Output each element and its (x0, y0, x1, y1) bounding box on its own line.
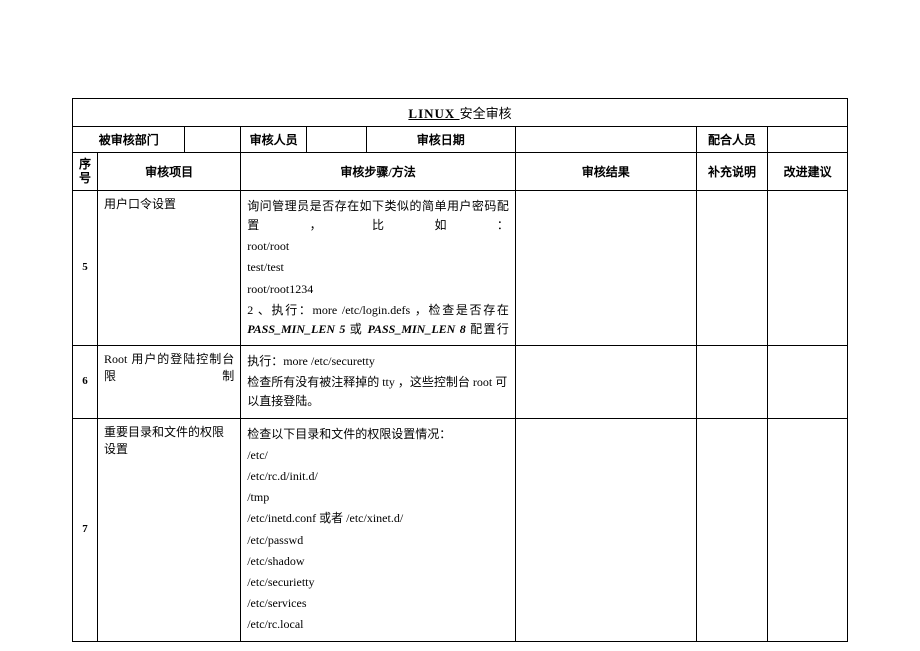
col-method: 审核步骤/方法 (241, 153, 516, 191)
pass-b: PASS_MIN_LEN 8 (368, 322, 466, 336)
m7-4: /etc/inetd.conf 或者 /etc/xinet.d/ (247, 509, 509, 528)
title-row: LINUX 安全审核 (73, 99, 848, 127)
item-7: 重要目录和文件的权限设置 (98, 418, 241, 641)
data-row-5: 5 用户口令设置 询问管理员是否存在如下类似的简单用户密码配置，比如： root… (73, 190, 848, 345)
meta-auditor-label: 审核人员 (241, 127, 307, 153)
meta-dept-value (185, 127, 241, 153)
result-6 (515, 346, 696, 419)
meta-dept-label: 被审核部门 (73, 127, 185, 153)
m7-7: /etc/securietty (247, 573, 509, 592)
result-7 (515, 418, 696, 641)
m7-9: /etc/rc.local (247, 615, 509, 634)
m7-6: /etc/shadow (247, 552, 509, 571)
data-row-7: 7 重要目录和文件的权限设置 检查以下目录和文件的权限设置情况： /etc/ /… (73, 418, 848, 641)
title-suffix: 安全审核 (460, 106, 512, 121)
pass-mid: 或 (345, 322, 367, 336)
meta-date-label: 审核日期 (366, 127, 515, 153)
pass-suf: 配置行 (466, 322, 509, 336)
m6-0: 执行：more /etc/securetty (247, 352, 509, 371)
item-6: Root 用户的登陆控制台限制 (98, 346, 241, 419)
col-notes: 补充说明 (696, 153, 768, 191)
advice-5 (768, 190, 848, 345)
title-cell: LINUX 安全审核 (73, 99, 848, 127)
meta-date-value (515, 127, 696, 153)
page: LINUX 安全审核 被审核部门 审核人员 审核日期 配合人员 序 号 审核项目… (0, 0, 920, 651)
seq-6: 6 (73, 346, 98, 419)
data-row-6: 6 Root 用户的登陆控制台限制 执行：more /etc/securetty… (73, 346, 848, 419)
item-5: 用户口令设置 (98, 190, 241, 345)
notes-6 (696, 346, 768, 419)
meta-coop-label: 配合人员 (696, 127, 768, 153)
notes-5 (696, 190, 768, 345)
m5-3: root/root1234 (247, 280, 509, 299)
method-5: 询问管理员是否存在如下类似的简单用户密码配置，比如： root/root tes… (241, 190, 516, 345)
column-header-row: 序 号 审核项目 审核步骤/方法 审核结果 补充说明 改进建议 (73, 153, 848, 191)
result-5 (515, 190, 696, 345)
meta-row: 被审核部门 审核人员 审核日期 配合人员 (73, 127, 848, 153)
col-seq: 序 号 (73, 153, 98, 191)
method-6: 执行：more /etc/securetty 检查所有没有被注释掉的 tty ，… (241, 346, 516, 419)
advice-6 (768, 346, 848, 419)
m5-0: 询问管理员是否存在如下类似的简单用户密码配置，比如： (247, 197, 509, 235)
m7-3: /tmp (247, 488, 509, 507)
notes-7 (696, 418, 768, 641)
pass-pre: 2 、执行：more /etc/login.defs ，检查是否存在 (247, 303, 509, 317)
advice-7 (768, 418, 848, 641)
seq-5: 5 (73, 190, 98, 345)
col-item: 审核项目 (98, 153, 241, 191)
pass-a: PASS_MIN_LEN 5 (247, 322, 345, 336)
m7-5: /etc/passwd (247, 531, 509, 550)
title-underlined: LINUX (408, 106, 459, 121)
col-result: 审核结果 (515, 153, 696, 191)
m7-2: /etc/rc.d/init.d/ (247, 467, 509, 486)
m5-1: root/root (247, 237, 509, 256)
m7-1: /etc/ (247, 446, 509, 465)
audit-table: LINUX 安全审核 被审核部门 审核人员 审核日期 配合人员 序 号 审核项目… (72, 98, 848, 642)
meta-coop-value (768, 127, 848, 153)
m6-1: 检查所有没有被注释掉的 tty ，这些控制台 root 可以直接登陆。 (247, 373, 509, 411)
meta-auditor-value (306, 127, 366, 153)
m7-8: /etc/services (247, 594, 509, 613)
m5-pass: 2 、执行：more /etc/login.defs ，检查是否存在 PASS_… (247, 301, 509, 339)
seq-7: 7 (73, 418, 98, 641)
m7-0: 检查以下目录和文件的权限设置情况： (247, 425, 509, 444)
m5-2: test/test (247, 258, 509, 277)
method-7: 检查以下目录和文件的权限设置情况： /etc/ /etc/rc.d/init.d… (241, 418, 516, 641)
col-advice: 改进建议 (768, 153, 848, 191)
